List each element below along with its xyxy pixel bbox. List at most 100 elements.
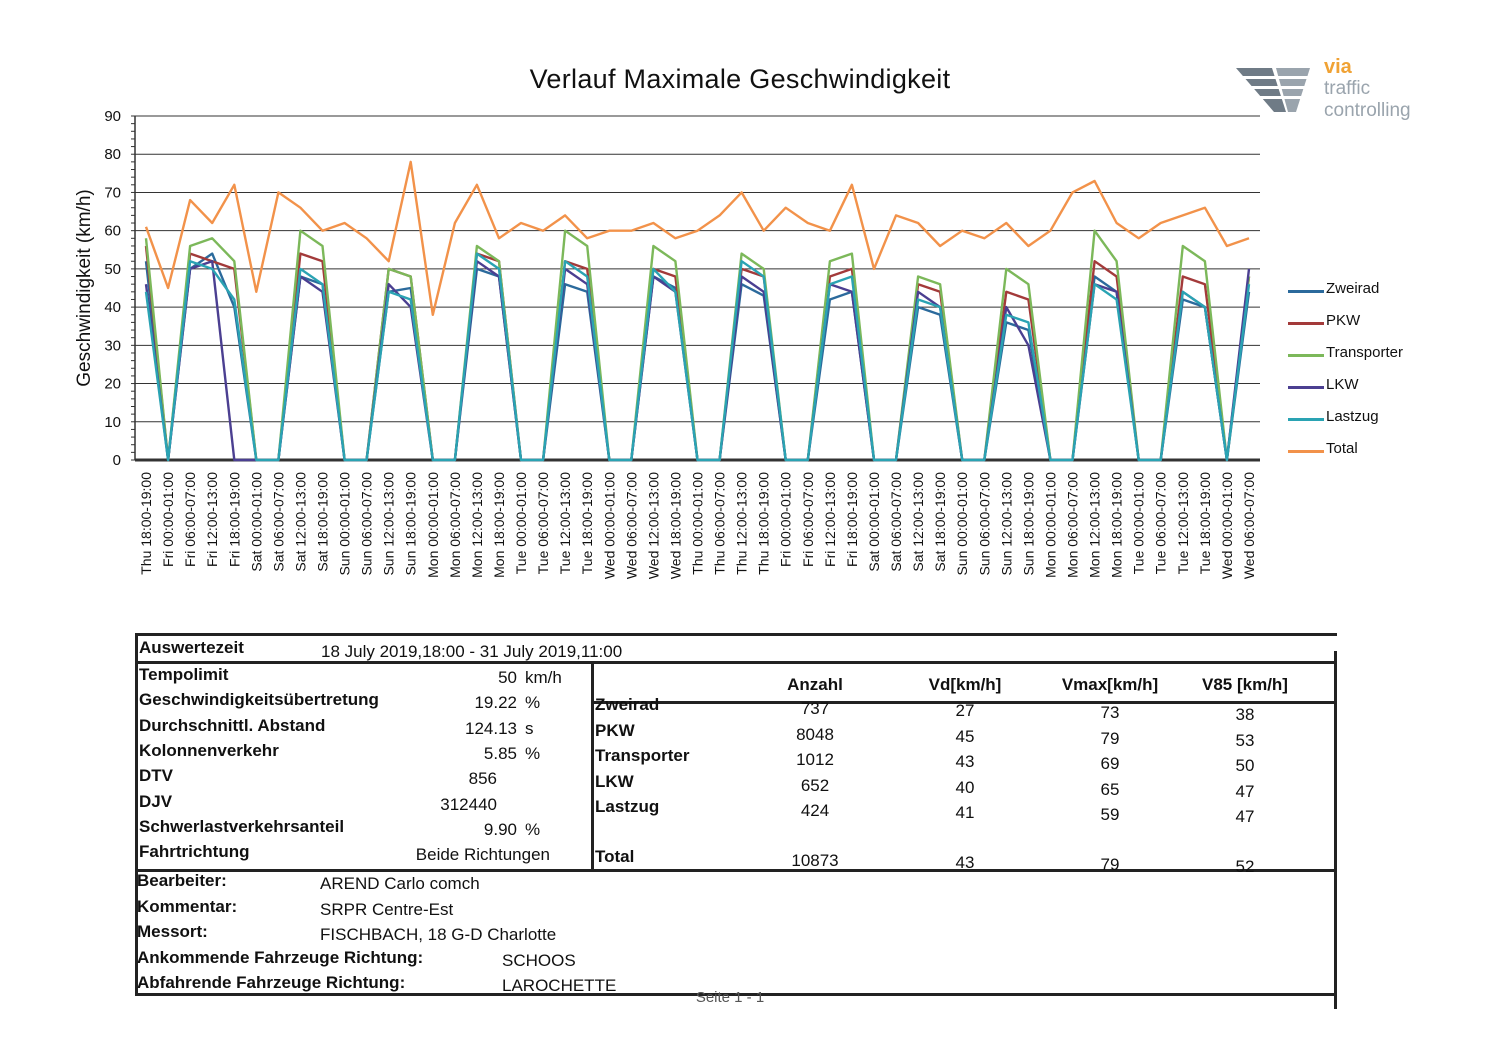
legend-swatch: [1288, 322, 1324, 325]
info-value: LAROCHETTE: [502, 976, 617, 995]
info-value: AREND Carlo comch: [320, 874, 480, 893]
stat-unit: %: [525, 693, 541, 713]
stat-unit: s: [525, 718, 534, 738]
table-border-under-stats: [135, 869, 1337, 872]
total-vmax: 79: [1100, 855, 1120, 874]
vehicle-vmax: 69: [1100, 754, 1120, 773]
x-tick-label: Sat 12:00-13:00: [292, 472, 308, 572]
total-vd: 43: [955, 853, 975, 872]
x-tick-label: Sat 06:00-07:00: [270, 472, 286, 572]
table-border-bottom: [135, 993, 1337, 996]
info-value: SCHOOS: [502, 950, 576, 970]
column-header: Vd[km/h]: [928, 675, 1002, 694]
info-value: FISCHBACH, 18 G-D Charlotte: [320, 925, 557, 944]
x-tick-label: Fri 00:00-01:00: [160, 472, 176, 567]
x-tick-label: Sat 00:00-01:00: [248, 472, 264, 572]
x-tick-label: Tue 12:00-13:00: [557, 472, 573, 574]
legend-item: PKW: [1284, 312, 1474, 344]
legend-swatch: [1288, 386, 1324, 389]
x-tick-label: Wed 06:00-07:00: [1241, 472, 1257, 579]
x-tick-label: Sat 00:00-01:00: [866, 472, 882, 572]
x-tick-label: Tue 12:00-13:00: [1175, 472, 1191, 574]
y-tick-label: 60: [104, 223, 121, 240]
stat-unit: %: [525, 743, 541, 763]
x-tick-label: Sun 00:00-01:00: [337, 472, 353, 576]
series-line-lastzug: [144, 252, 1251, 462]
x-tick-label: Wed 18:00-19:00: [667, 472, 683, 579]
info-label: Messort:: [137, 922, 208, 941]
stat-value: 19.22: [474, 693, 517, 713]
x-tick-label: Wed 12:00-13:00: [645, 472, 661, 579]
stat-label: Geschwindigkeitsübertretung: [139, 690, 379, 710]
vehicle-row-name: PKW: [595, 720, 635, 740]
legend-swatch: [1288, 354, 1324, 357]
stat-label: Durchschnittl. Abstand: [139, 715, 326, 735]
total-anzahl: 10873: [791, 851, 839, 870]
x-tick-label: Mon 06:00-07:00: [1065, 472, 1081, 578]
table-border-top: [135, 633, 1337, 636]
info-label: Kommentar:: [137, 896, 238, 916]
stat-label: Kolonnenverkehr: [139, 740, 279, 760]
x-tick-label: Fri 00:00-01:00: [778, 472, 794, 567]
speed-line-chart: 0 10 20 30 40 50 60 70 80 90 Geschwindigkeit (km/h…: [74, 108, 1260, 579]
auswertezeit-label: Auswertezeit: [139, 638, 244, 657]
y-tick-label: 90: [104, 108, 121, 125]
x-tick-label: Thu 00:00-01:00: [690, 472, 706, 575]
page-number: Seite 1 - 1: [695, 989, 765, 1006]
y-tick-label: 80: [104, 146, 121, 163]
vehicle-vmax: 73: [1100, 703, 1120, 722]
legend-item: Zweirad: [1284, 280, 1474, 312]
x-tick-label: Fri 06:00-07:00: [182, 472, 198, 567]
stat-unit: %: [525, 819, 541, 839]
y-tick-label: 10: [104, 414, 121, 431]
x-tick-label: Sat 18:00-19:00: [932, 472, 948, 572]
x-tick-label: Mon 12:00-13:00: [469, 472, 485, 578]
vehicle-vmax: 59: [1100, 805, 1120, 824]
x-tick-label: Sun 00:00-01:00: [954, 472, 970, 576]
x-tick-label: Sun 18:00-19:00: [403, 472, 419, 576]
x-tick-label: Thu 18:00-19:00: [756, 472, 772, 575]
legend-label: Transporter: [1326, 344, 1403, 361]
info-label: Ankommende Fahrzeuge Richtung:: [137, 947, 424, 967]
legend-label: PKW: [1326, 312, 1361, 329]
stat-value: 124.13: [465, 718, 517, 738]
x-tick-label: Tue 18:00-19:00: [1197, 472, 1213, 574]
x-tick-label: Mon 00:00-01:00: [1042, 472, 1058, 578]
vehicle-v85: 50: [1235, 756, 1255, 775]
table-border-right: [1334, 651, 1337, 1009]
x-tick-label: Fri 18:00-19:00: [226, 472, 242, 567]
logo-mark-icon: [1236, 68, 1310, 112]
vehicle-row-name: LKW: [595, 771, 634, 791]
x-tick-label: Tue 18:00-19:00: [579, 472, 595, 574]
vehicle-row-name: Lastzug: [595, 797, 660, 816]
vehicle-v85: 38: [1235, 705, 1255, 724]
x-tick-label: Wed 00:00-01:00: [601, 472, 617, 579]
company-logo: via traffic controlling: [1236, 56, 1456, 126]
vehicle-anzahl: 1012: [796, 750, 834, 769]
x-tick-label: Fri 18:00-19:00: [844, 472, 860, 567]
vehicle-vmax: 79: [1100, 728, 1120, 748]
column-header: V85 [km/h]: [1202, 675, 1288, 694]
legend-item: LKW: [1284, 376, 1474, 408]
legend-label: Lastzug: [1326, 408, 1379, 425]
table-border-under-time: [135, 661, 1337, 664]
legend-item: Lastzug: [1284, 408, 1474, 440]
table-border-middle: [591, 663, 594, 871]
stat-value: 50: [498, 668, 517, 687]
column-header: Vmax[km/h]: [1061, 675, 1159, 694]
x-tick-label: Thu 12:00-13:00: [734, 472, 750, 575]
x-tick-label: Sun 06:00-07:00: [976, 472, 992, 576]
table-border-under-header: [591, 701, 1337, 704]
x-tick-label: Sat 12:00-13:00: [910, 472, 926, 572]
stat-value: 312440: [440, 794, 497, 814]
y-tick-label: 0: [113, 452, 121, 469]
vehicle-vmax: 65: [1100, 779, 1120, 799]
stat-label: DJV: [139, 791, 173, 811]
stat-value: 856: [468, 769, 497, 789]
vehicle-vd: 27: [955, 701, 975, 720]
x-tick-label: Thu 06:00-07:00: [712, 472, 728, 575]
logo-line1-text: traffic: [1324, 78, 1371, 99]
x-tick-label: Sun 18:00-19:00: [1020, 472, 1036, 576]
logo-line2-text: controlling: [1324, 100, 1411, 121]
stat-value: Beide Richtungen: [415, 845, 550, 865]
